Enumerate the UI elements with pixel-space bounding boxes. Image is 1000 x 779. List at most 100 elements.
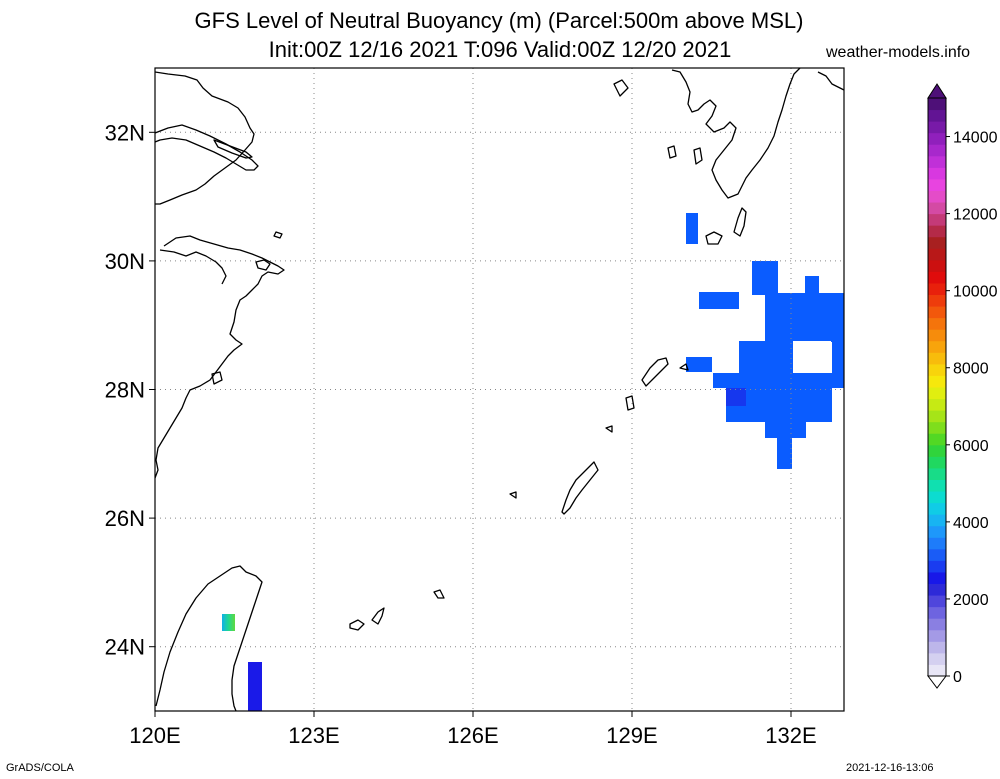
colorbar: 0 2000 4000 6000 8000 10000 12000 14000	[927, 83, 998, 689]
island-small-1	[509, 491, 517, 499]
colorbar-segment	[928, 109, 946, 122]
colorbar-segment	[928, 525, 946, 538]
colorbar-segment	[928, 259, 946, 272]
colorbar-label: 12000	[953, 207, 998, 224]
colorbar-segment	[928, 190, 946, 203]
island-koshiki	[693, 147, 703, 165]
lon-tick-label: 132E	[765, 723, 816, 748]
coastline-estuary-island	[213, 139, 253, 159]
colorbar-segment	[928, 456, 946, 469]
colorbar-segment	[928, 514, 946, 527]
colorbar-segment	[928, 548, 946, 561]
latitude-axis: 32N 30N 28N 26N 24N	[105, 120, 155, 660]
colorbar-segment	[928, 352, 946, 365]
colorbar-label: 10000	[953, 284, 998, 301]
field-gap	[793, 341, 831, 372]
colorbar-label: 6000	[953, 438, 989, 455]
colorbar-segment	[928, 167, 946, 180]
field-cell	[739, 341, 793, 373]
colorbar-segment	[928, 491, 946, 504]
island-miyako	[433, 589, 445, 599]
colorbar-segment	[928, 248, 946, 261]
colorbar-segment	[928, 387, 946, 400]
colorbar-segment	[928, 571, 946, 585]
colorbar-segment	[928, 537, 946, 550]
coastline-china-mid	[155, 235, 285, 479]
colorbar-segment	[928, 618, 946, 631]
field-cell	[765, 293, 844, 342]
island-ishigaki	[371, 607, 385, 625]
colorbar-segment	[928, 236, 946, 249]
credit-label: weather-models.info	[826, 44, 971, 61]
colorbar-segment	[928, 213, 946, 226]
colorbar-segment	[928, 641, 946, 654]
colorbar-segment	[928, 306, 946, 319]
graticule	[155, 68, 844, 711]
coastline-taiwan	[155, 565, 263, 711]
field-cell	[686, 213, 698, 244]
island-coast-small	[211, 371, 223, 385]
colorbar-label: 0	[953, 669, 962, 686]
island-okinawa	[561, 461, 599, 515]
colorbar-segment	[928, 282, 946, 296]
colorbar-segment	[928, 144, 946, 157]
colorbar-segment	[928, 178, 946, 191]
lat-tick-label: 24N	[105, 635, 145, 660]
colorbar-segment	[928, 664, 946, 677]
lon-tick-label: 120E	[129, 723, 180, 748]
island-tanegashima	[733, 207, 747, 237]
coastline-kyushu	[671, 68, 801, 199]
lat-tick-label: 30N	[105, 249, 145, 274]
colorbar-segment	[928, 398, 946, 411]
chart-subtitle: Init:00Z 12/16 2021 T:096 Valid:00Z 12/2…	[268, 37, 732, 62]
colorbar-segment	[928, 363, 946, 376]
colorbar-label: 4000	[953, 515, 989, 532]
colorbar-segment	[928, 629, 946, 642]
colorbar-segment	[928, 433, 946, 446]
colorbar-segment	[928, 467, 946, 480]
colorbar-segment	[928, 202, 946, 215]
colorbar-segment	[928, 421, 946, 434]
field-cell	[805, 276, 819, 294]
buoyancy-field	[222, 213, 844, 711]
colorbar-segment	[928, 606, 946, 619]
lon-tick-label: 126E	[447, 723, 498, 748]
island-small-2	[605, 425, 613, 433]
lat-tick-label: 32N	[105, 120, 145, 145]
coastlines	[155, 68, 844, 711]
field-cell	[726, 388, 746, 406]
colorbar-segment	[928, 410, 946, 423]
colorbar-segment	[928, 317, 946, 330]
colorbar-segment	[928, 583, 946, 596]
coastline-yangtze-outer	[155, 124, 259, 171]
field-cell	[752, 261, 778, 295]
longitude-axis: 120E 123E 126E 129E 132E	[129, 711, 817, 748]
colorbar-segment	[928, 121, 946, 134]
colorbar-segment	[928, 595, 946, 608]
colorbar-label: 2000	[953, 592, 989, 609]
colorbar-segment	[928, 340, 946, 353]
field-cell	[699, 292, 739, 309]
colorbar-segment	[928, 329, 946, 342]
coastline-shikoku-edge	[817, 71, 844, 91]
island-tokara-2	[679, 363, 689, 371]
lat-tick-label: 28N	[105, 378, 145, 403]
field-cell	[832, 341, 844, 388]
colorbar-label: 14000	[953, 130, 998, 147]
colorbar-bottom-arrow	[927, 675, 947, 689]
island-kyushu-west	[613, 79, 629, 97]
colorbar-segment	[928, 375, 946, 388]
colorbar-segment	[928, 444, 946, 457]
colorbar-segment	[928, 225, 946, 238]
footer-timestamp: 2021-12-16-13:06	[846, 762, 934, 774]
field-cell-taiwan	[222, 614, 235, 631]
lat-tick-label: 26N	[105, 506, 145, 531]
coastline-china-bay	[159, 249, 227, 285]
field-cell	[765, 421, 806, 438]
colorbar-segment	[928, 560, 946, 573]
chart-title: GFS Level of Neutral Buoyancy (m) (Parce…	[194, 8, 804, 33]
island-zhoushan-2	[273, 231, 283, 239]
colorbar-segment	[928, 132, 946, 145]
colorbar-segment	[928, 98, 946, 111]
field-cell	[248, 662, 262, 711]
